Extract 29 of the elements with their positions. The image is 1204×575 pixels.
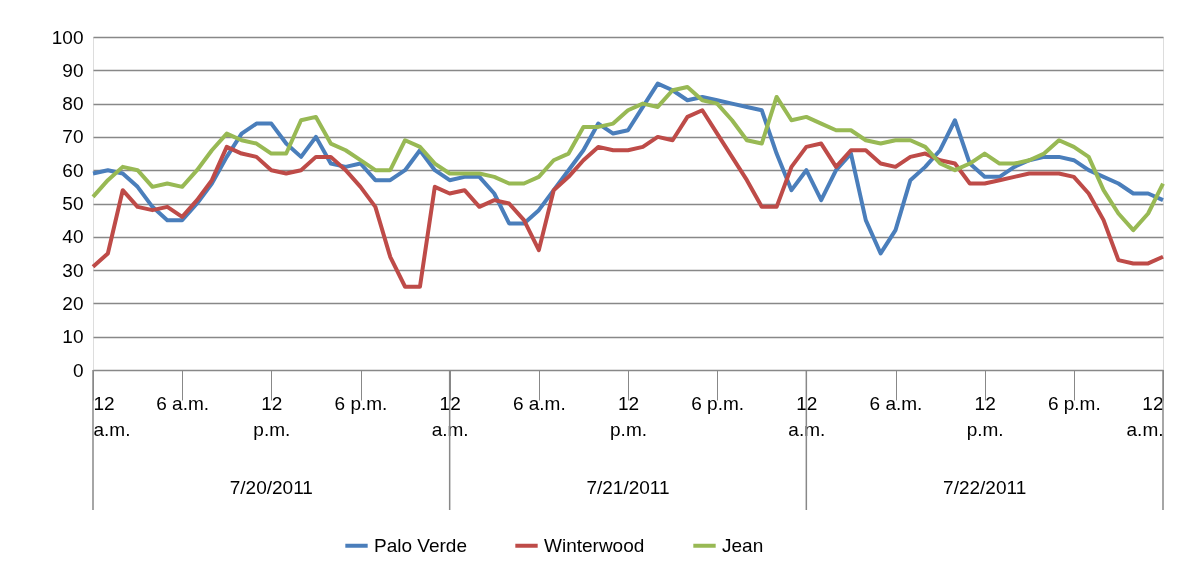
x-tick-label: 6 a.m. (156, 392, 210, 414)
x-tick-label: 6 a.m. (512, 392, 566, 414)
legend-label: Winterwood (544, 534, 645, 556)
y-tick-label: 20 (62, 292, 84, 314)
y-tick-label: 100 (51, 26, 84, 48)
y-tick-label: 0 (72, 359, 84, 381)
x-tick-label: 12 p.m. (966, 392, 1004, 440)
y-tick-label: 80 (62, 93, 84, 115)
x-tick-label: 12 p.m. (610, 392, 647, 440)
legend-label: Palo Verde (374, 534, 467, 556)
y-tick-label: 90 (62, 59, 84, 81)
x-tick-label: 12 a.m. (93, 392, 131, 440)
y-tick-label: 40 (62, 226, 84, 248)
y-tick-label: 10 (62, 326, 84, 348)
text: 7/20/2011 (229, 477, 313, 498)
line-series (91, 108, 1165, 289)
x-tick-label: 6 p.m. (334, 392, 388, 414)
x-tick-label: 12 p.m. (253, 392, 291, 440)
x-tick-label: 6 p.m. (691, 392, 745, 414)
x-tick-label: 6 p.m. (1047, 392, 1101, 414)
x-tick-label: 12 a.m. (1126, 392, 1164, 440)
y-tick-label: 30 (62, 259, 84, 281)
legend-label: Jean (722, 534, 764, 556)
text: 7/22/2011 (943, 477, 1027, 498)
y-tick-label: 60 (62, 159, 84, 181)
x-tick-label: 6 a.m. (869, 392, 923, 414)
y-tick-label: 70 (62, 126, 84, 148)
text: 7/21/2011 (586, 477, 670, 498)
y-tick-label: 50 (62, 193, 84, 214)
